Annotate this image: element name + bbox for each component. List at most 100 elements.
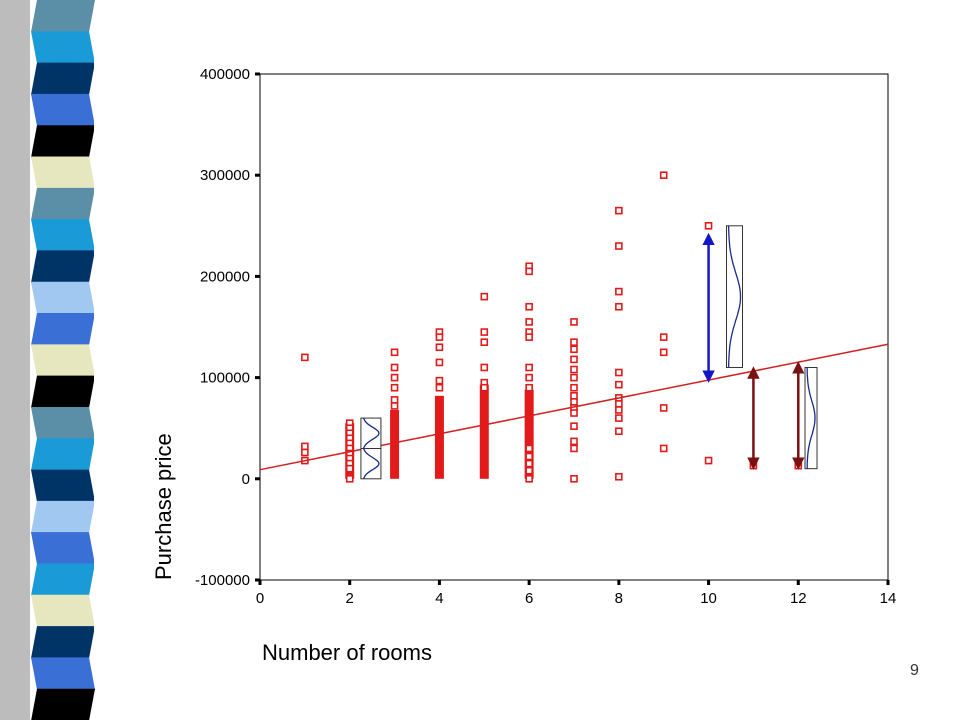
scatter-point	[615, 302, 623, 311]
strip-block	[31, 406, 95, 440]
scatter-point	[570, 474, 578, 483]
scatter-point	[570, 338, 578, 346]
strip-block	[31, 375, 95, 408]
decorative-color-strip	[0, 0, 110, 720]
scatter-point	[525, 383, 533, 392]
x-tick-label: 14	[880, 590, 897, 607]
scatter-point	[480, 383, 489, 392]
scatter-point	[525, 459, 533, 468]
strip-block	[31, 250, 95, 283]
scatter-point	[525, 267, 533, 276]
scatter-point	[435, 383, 444, 392]
dense-points-column	[390, 409, 400, 479]
scatter-point	[390, 348, 399, 357]
scatter-point	[525, 466, 533, 475]
x-tick-label: 2	[346, 590, 354, 607]
scatter-point	[390, 383, 399, 392]
normal-curve	[727, 225, 742, 368]
scatter-point	[615, 406, 623, 414]
scatter-point	[525, 373, 533, 382]
y-tick-label: 100000	[200, 370, 250, 387]
scatter-point	[615, 472, 623, 481]
dense-points-column	[479, 384, 489, 479]
strip-block	[31, 469, 95, 502]
scatter-point	[525, 474, 533, 483]
y-tick-label: 400000	[200, 66, 250, 83]
scatter-point	[615, 368, 623, 377]
distribution-box	[726, 225, 744, 368]
normal-curve	[362, 417, 380, 449]
scatter-point	[615, 287, 623, 296]
scatter-point	[615, 427, 623, 436]
x-tick-label: 8	[615, 590, 623, 607]
scatter-point	[570, 355, 578, 364]
x-tick-label: 4	[435, 590, 443, 607]
scatter-point	[659, 348, 668, 357]
scatter-point	[525, 444, 533, 453]
strip-block	[31, 594, 95, 628]
scatter-point	[480, 338, 489, 346]
scatter-point	[659, 171, 668, 179]
strip-block	[31, 563, 95, 596]
scatter-point	[345, 474, 354, 483]
y-tick-label: 200000	[200, 268, 250, 285]
scatter-point	[659, 404, 668, 412]
distribution-box-x12	[804, 366, 818, 470]
scatter-point	[570, 345, 578, 354]
scatter-point	[704, 456, 713, 465]
distribution-box-x2	[360, 417, 382, 480]
scatter-point	[301, 442, 309, 451]
chart-marks	[259, 171, 889, 483]
scatter-point	[390, 373, 399, 382]
strip-edge	[94, 40, 110, 685]
scatter-point	[480, 363, 489, 372]
strip-block	[31, 532, 95, 565]
scatter-point	[615, 242, 623, 250]
scatter-point	[570, 409, 578, 417]
scatter-point	[390, 363, 399, 372]
dense-points-column	[524, 389, 534, 479]
strip-block	[31, 0, 95, 33]
strip-block	[31, 125, 95, 158]
scatter-point	[570, 383, 578, 392]
scatter-point	[301, 353, 309, 362]
scatter-point	[570, 437, 578, 446]
page-number: 9	[910, 662, 919, 679]
scatter-point	[390, 402, 399, 410]
strip-block	[31, 281, 95, 315]
distribution-box	[804, 366, 818, 470]
chart-annotations	[360, 225, 818, 480]
scatter-point	[525, 302, 533, 311]
normal-curve	[362, 448, 380, 480]
x-tick-label: 0	[256, 590, 264, 607]
scatter-point	[345, 464, 354, 473]
scatter-point	[615, 414, 623, 422]
strip-block	[31, 31, 95, 64]
scatter-point	[615, 206, 623, 215]
strip-block	[31, 187, 95, 221]
scatter-point	[525, 452, 533, 461]
scatter-point	[435, 376, 444, 385]
strip-block	[31, 344, 95, 377]
dense-points-column	[434, 395, 444, 479]
y-tick-label: -100000	[195, 572, 250, 589]
scatter-point	[525, 333, 533, 341]
strip-block	[31, 688, 95, 720]
x-tick-label: 6	[525, 590, 533, 607]
y-tick-label: 300000	[200, 167, 250, 184]
scatter-point	[615, 380, 623, 389]
strip-block	[31, 500, 95, 534]
scatter-point	[570, 365, 578, 374]
scatter-point	[704, 222, 713, 230]
strip-block	[31, 62, 95, 95]
scatter-point	[570, 444, 578, 453]
scatter-point	[390, 396, 399, 404]
scatter-point	[570, 373, 578, 382]
y-tick-label: 0	[242, 471, 250, 488]
strip-block	[31, 438, 95, 471]
scatter-point	[659, 333, 668, 341]
x-axis-label: Number of rooms	[262, 640, 432, 665]
chart-axes: -100000 0 100000 200000 300000 400000 0 2 4 6 8 10 1…	[195, 66, 896, 607]
strip-block	[31, 93, 95, 127]
